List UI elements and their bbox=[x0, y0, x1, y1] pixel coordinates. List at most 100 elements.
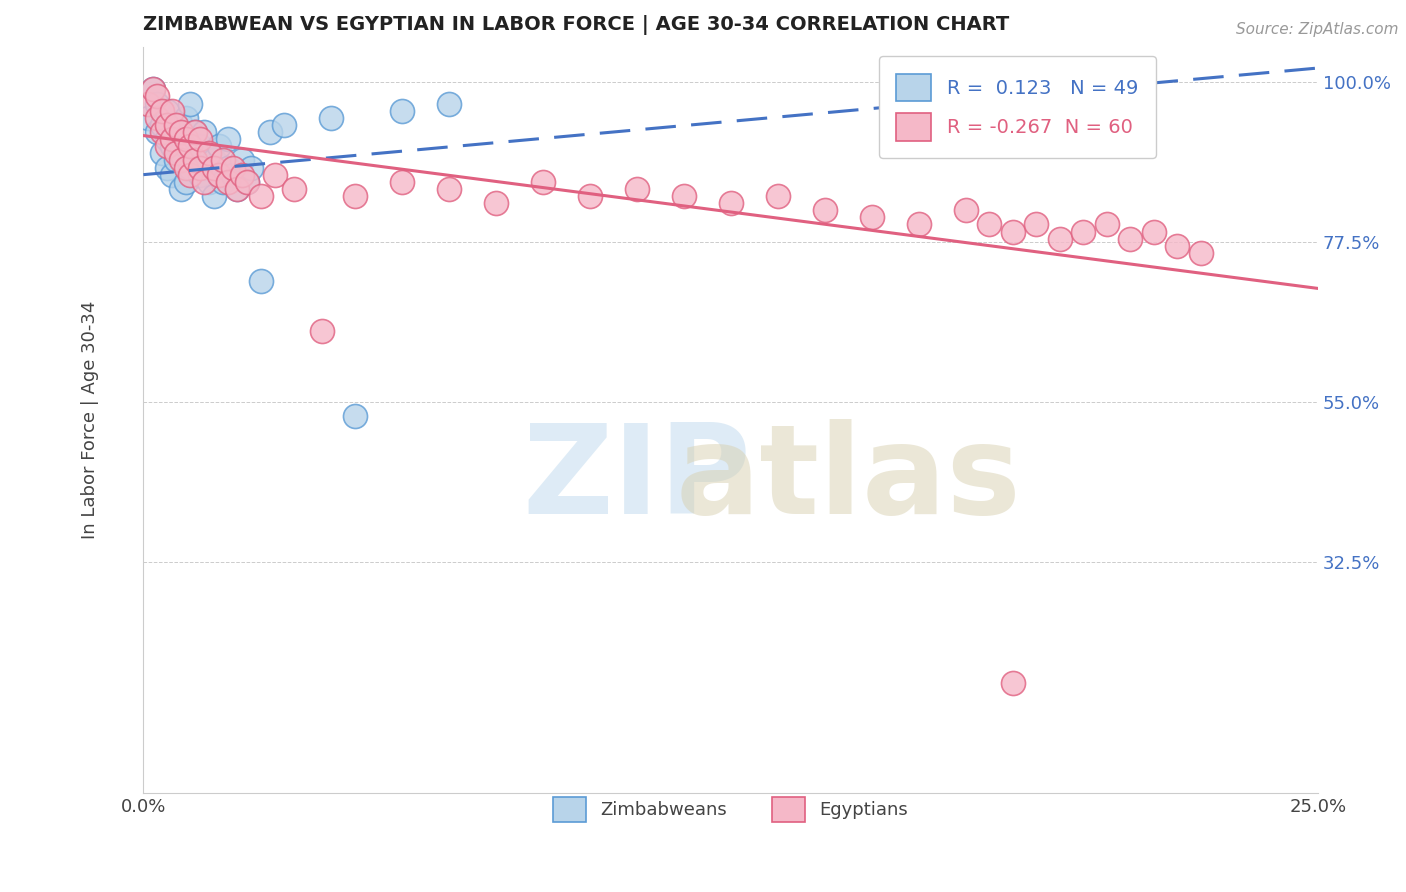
Point bbox=[1049, 232, 1071, 246]
Point bbox=[207, 139, 229, 153]
Text: atlas: atlas bbox=[675, 419, 1021, 541]
Point bbox=[174, 161, 197, 175]
Point bbox=[437, 182, 460, 196]
Point bbox=[578, 189, 600, 203]
Point bbox=[1143, 225, 1166, 239]
Point bbox=[221, 168, 243, 182]
Point bbox=[1189, 246, 1212, 260]
Point bbox=[156, 103, 179, 118]
Point bbox=[156, 161, 179, 175]
Point bbox=[156, 118, 179, 132]
Point bbox=[160, 168, 183, 182]
Point bbox=[165, 125, 187, 139]
Point bbox=[979, 218, 1001, 232]
Point bbox=[226, 182, 249, 196]
Point bbox=[860, 211, 883, 225]
Text: Source: ZipAtlas.com: Source: ZipAtlas.com bbox=[1236, 22, 1399, 37]
Point bbox=[136, 111, 159, 125]
Point bbox=[231, 153, 253, 168]
Point bbox=[156, 139, 179, 153]
Point bbox=[766, 189, 789, 203]
Point bbox=[235, 175, 257, 189]
Point bbox=[188, 161, 211, 175]
Point bbox=[150, 118, 173, 132]
Point bbox=[193, 161, 215, 175]
Point bbox=[273, 118, 295, 132]
Legend: Zimbabweans, Egyptians: Zimbabweans, Egyptians bbox=[538, 782, 922, 837]
Point bbox=[184, 153, 207, 168]
Point bbox=[170, 182, 193, 196]
Point bbox=[150, 146, 173, 161]
Point bbox=[174, 175, 197, 189]
Point bbox=[184, 153, 207, 168]
Point bbox=[198, 175, 221, 189]
Point bbox=[165, 153, 187, 168]
Point bbox=[720, 196, 742, 211]
Point bbox=[193, 125, 215, 139]
Point bbox=[146, 89, 169, 103]
Point bbox=[160, 132, 183, 146]
Point bbox=[1071, 225, 1094, 239]
Point bbox=[170, 153, 193, 168]
Point bbox=[1095, 218, 1118, 232]
Point bbox=[235, 175, 257, 189]
Point bbox=[531, 175, 554, 189]
Point bbox=[311, 324, 333, 338]
Point bbox=[165, 118, 187, 132]
Point bbox=[146, 96, 169, 111]
Point bbox=[198, 146, 221, 161]
Point bbox=[193, 175, 215, 189]
Point bbox=[142, 82, 165, 96]
Point bbox=[343, 189, 366, 203]
Point bbox=[174, 111, 197, 125]
Text: In Labor Force | Age 30-34: In Labor Force | Age 30-34 bbox=[82, 301, 100, 539]
Point bbox=[814, 203, 837, 218]
Text: ZIMBABWEAN VS EGYPTIAN IN LABOR FORCE | AGE 30-34 CORRELATION CHART: ZIMBABWEAN VS EGYPTIAN IN LABOR FORCE | … bbox=[143, 15, 1010, 35]
Point bbox=[1025, 218, 1047, 232]
Text: ZIP: ZIP bbox=[523, 419, 751, 541]
Point bbox=[250, 189, 273, 203]
Point bbox=[217, 161, 239, 175]
Point bbox=[179, 168, 201, 182]
Point bbox=[207, 168, 229, 182]
Point bbox=[250, 274, 273, 288]
Point bbox=[231, 168, 253, 182]
Point bbox=[170, 125, 193, 139]
Point bbox=[184, 125, 207, 139]
Point bbox=[343, 409, 366, 424]
Point bbox=[156, 132, 179, 146]
Point bbox=[150, 103, 173, 118]
Point bbox=[1001, 676, 1024, 690]
Point bbox=[283, 182, 305, 196]
Point bbox=[202, 189, 225, 203]
Point bbox=[160, 103, 183, 118]
Point bbox=[179, 161, 201, 175]
Point bbox=[188, 132, 211, 146]
Point bbox=[221, 161, 243, 175]
Point bbox=[146, 111, 169, 125]
Point bbox=[321, 111, 343, 125]
Point bbox=[150, 125, 173, 139]
Point bbox=[174, 132, 197, 146]
Point bbox=[672, 189, 695, 203]
Point bbox=[202, 161, 225, 175]
Point bbox=[391, 103, 413, 118]
Point bbox=[485, 196, 508, 211]
Point bbox=[179, 139, 201, 153]
Point bbox=[626, 182, 648, 196]
Point bbox=[160, 139, 183, 153]
Point bbox=[217, 132, 239, 146]
Point bbox=[202, 153, 225, 168]
Point bbox=[170, 146, 193, 161]
Point bbox=[907, 218, 929, 232]
Point bbox=[146, 125, 169, 139]
Point bbox=[188, 139, 211, 153]
Point bbox=[217, 175, 239, 189]
Point bbox=[955, 203, 977, 218]
Point bbox=[226, 182, 249, 196]
Point bbox=[179, 132, 201, 146]
Point bbox=[1166, 239, 1188, 253]
Point bbox=[207, 168, 229, 182]
Point bbox=[174, 139, 197, 153]
Point bbox=[212, 175, 235, 189]
